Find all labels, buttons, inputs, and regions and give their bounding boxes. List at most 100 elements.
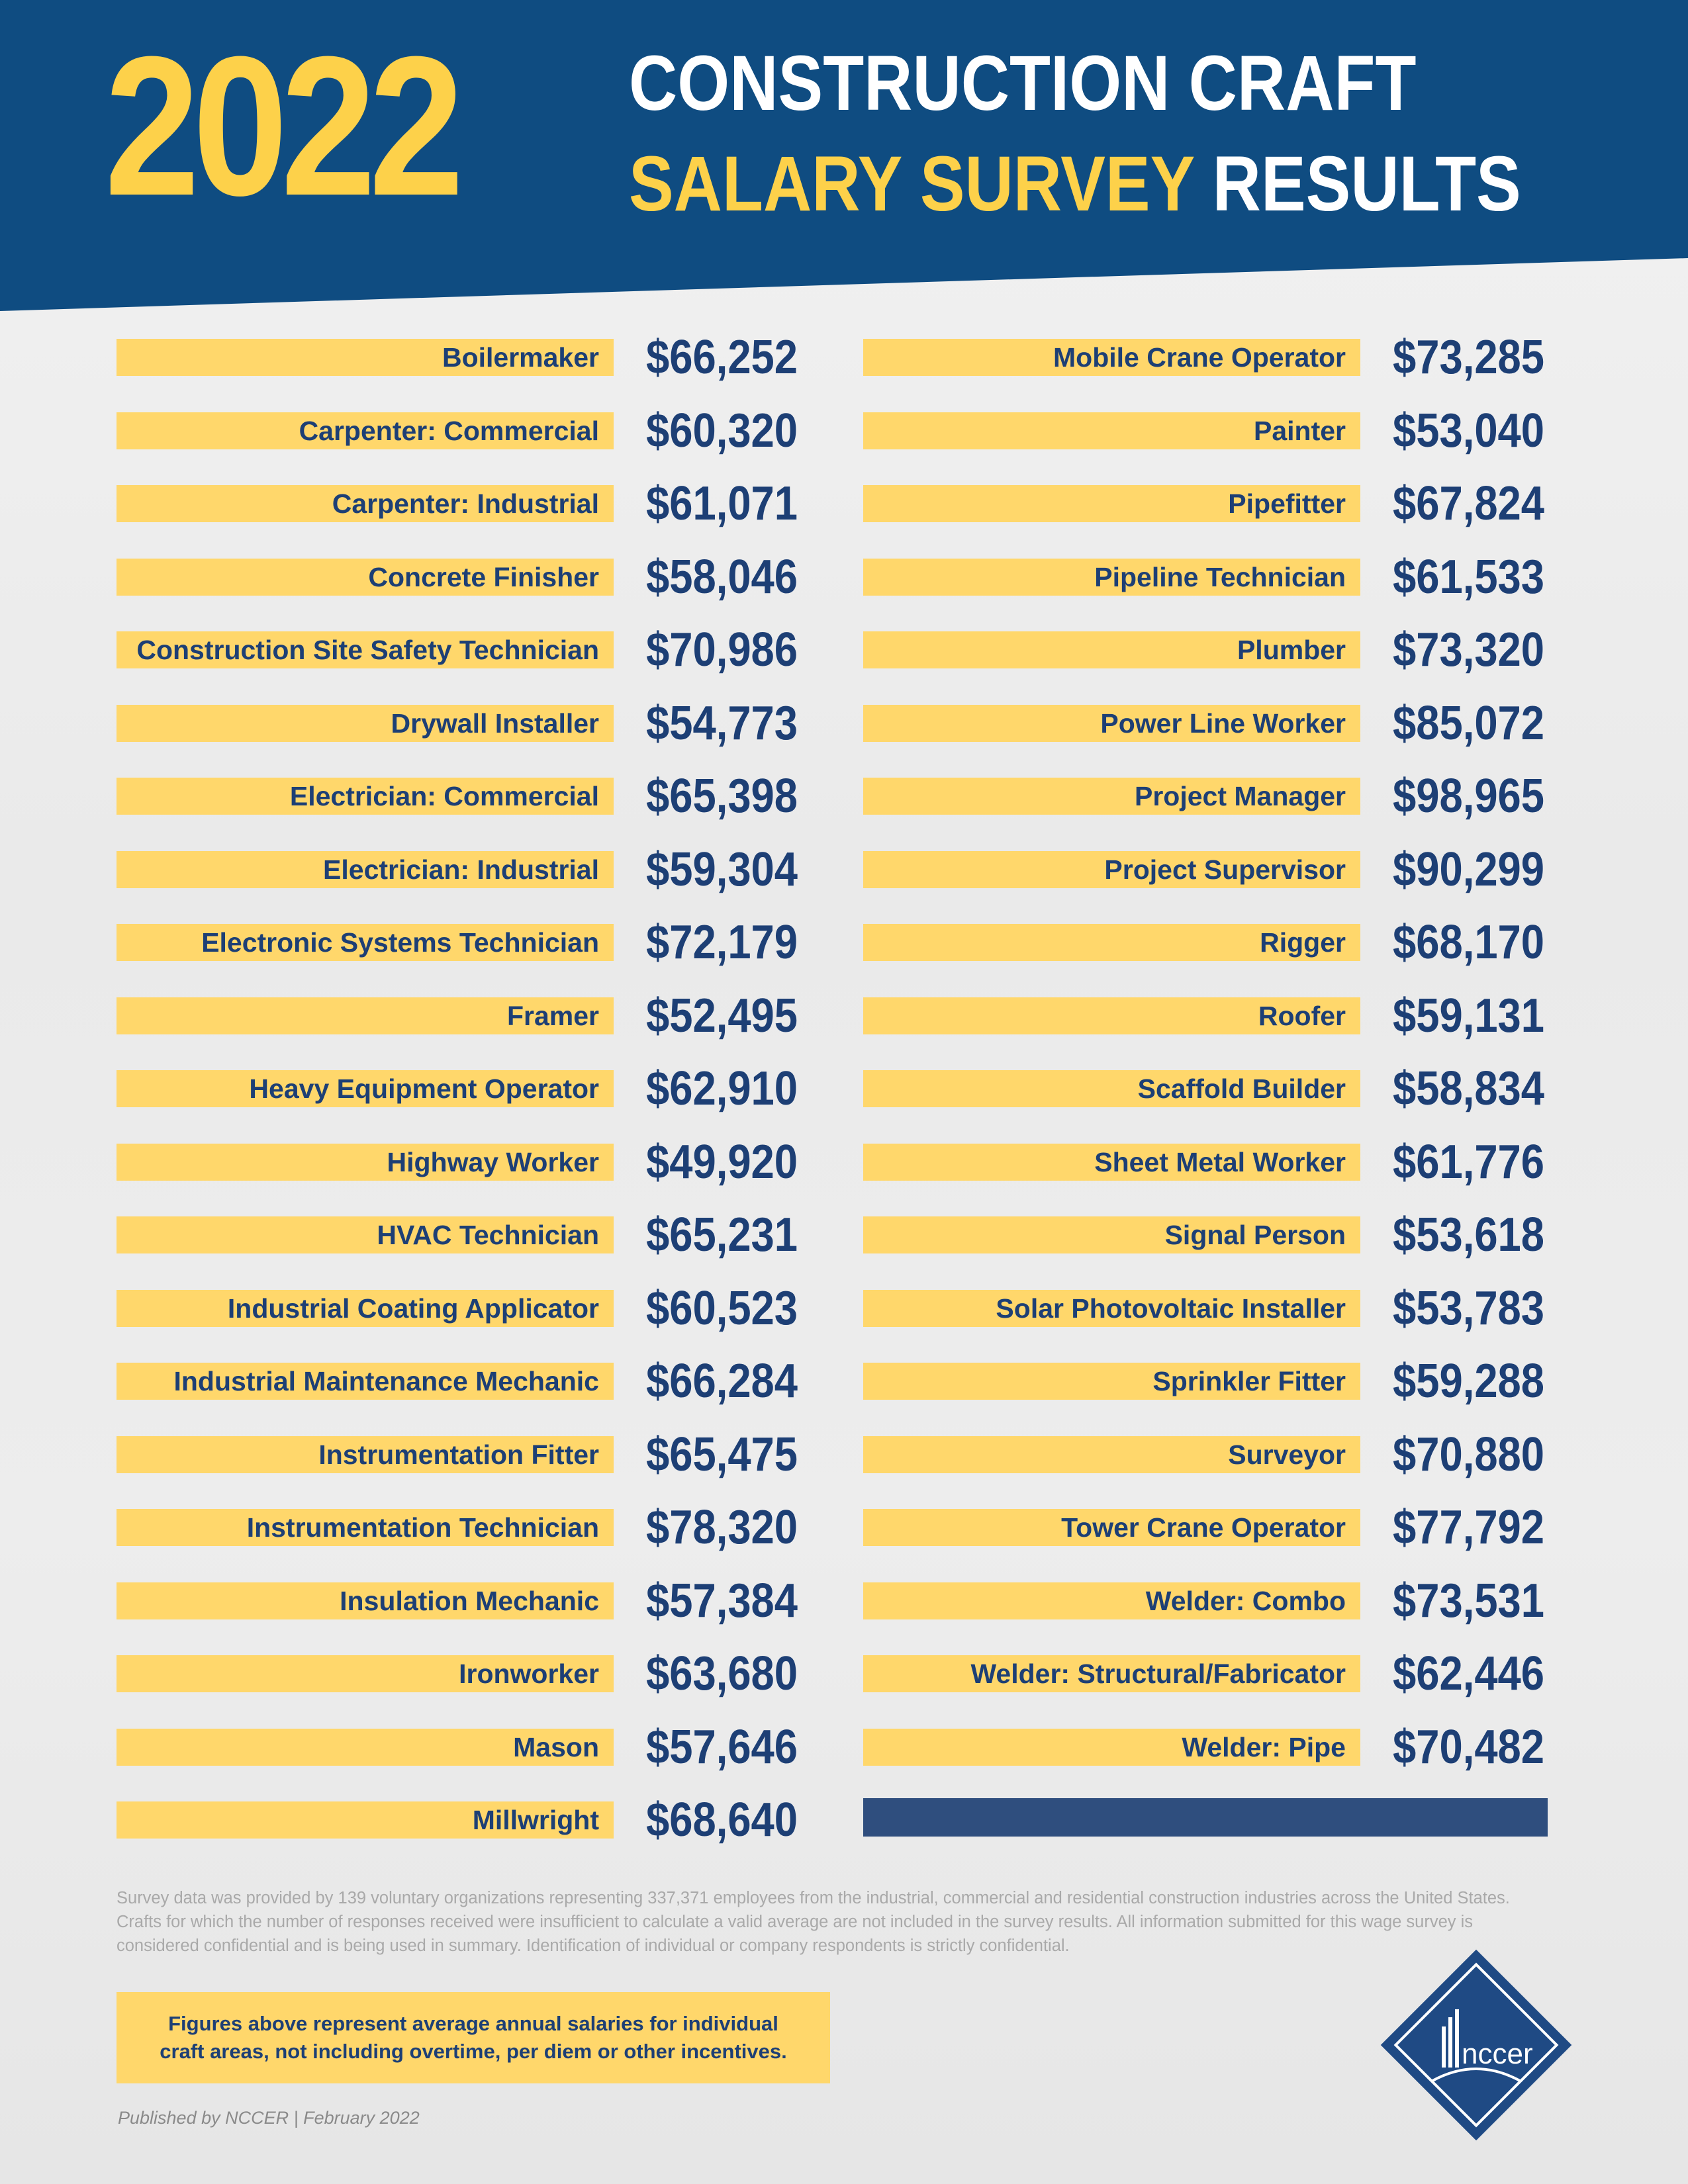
craft-bar: Signal Person xyxy=(863,1216,1360,1253)
craft-salary: $57,646 xyxy=(646,1720,798,1774)
craft-name: Sprinkler Fitter xyxy=(1152,1366,1346,1396)
craft-bar: Electrician: Commercial xyxy=(117,778,614,815)
craft-salary: $65,231 xyxy=(646,1208,798,1261)
craft-name: Welder: Combo xyxy=(1145,1585,1346,1616)
craft-salary: $59,304 xyxy=(646,842,798,896)
craft-name: Tower Crane Operator xyxy=(1061,1512,1346,1543)
survey-disclaimer: Survey data was provided by 139 voluntar… xyxy=(117,1889,1510,1955)
craft-name: Scaffold Builder xyxy=(1137,1073,1346,1104)
craft-salary: $70,482 xyxy=(1393,1720,1545,1774)
craft-salary: $54,773 xyxy=(646,696,798,750)
craft-bar: Sheet Metal Worker xyxy=(863,1143,1360,1181)
craft-salary: $65,475 xyxy=(646,1428,798,1481)
craft-bar: Solar Photovoltaic Installer xyxy=(863,1289,1360,1327)
craft-bar: Electrician: Industrial xyxy=(117,850,614,888)
craft-bar: Heavy Equipment Operator xyxy=(117,1070,614,1107)
craft-salary: $72,179 xyxy=(646,916,798,969)
craft-name: Industrial Coating Applicator xyxy=(227,1293,599,1324)
logo-city-icon xyxy=(1442,2009,1459,2068)
craft-salary: $70,986 xyxy=(646,623,798,676)
craft-name: Rigger xyxy=(1260,927,1346,958)
craft-bar: Drywall Installer xyxy=(117,704,614,742)
craft-bar: Boilermaker xyxy=(117,339,614,376)
craft-name: Pipefitter xyxy=(1228,488,1346,519)
craft-name: Construction Site Safety Technician xyxy=(136,635,599,665)
craft-salary: $78,320 xyxy=(646,1501,798,1554)
craft-bar: Pipeline Technician xyxy=(863,558,1360,596)
craft-name: Carpenter: Industrial xyxy=(332,488,599,519)
craft-bar: Industrial Coating Applicator xyxy=(117,1289,614,1327)
note-text: Figures above represent average annual s… xyxy=(160,2012,787,2063)
craft-name: Painter xyxy=(1254,415,1346,446)
craft-bar: Insulation Mechanic xyxy=(117,1582,614,1619)
craft-name: Insulation Mechanic xyxy=(340,1585,599,1616)
craft-name: Project Supervisor xyxy=(1104,854,1346,885)
craft-salary: $65,398 xyxy=(646,770,798,823)
craft-salary: $73,531 xyxy=(1393,1574,1545,1627)
craft-salary: $59,131 xyxy=(1393,989,1545,1042)
craft-bar: Pipefitter xyxy=(863,485,1360,522)
craft-name: Boilermaker xyxy=(442,342,599,373)
craft-bar: Welder: Structural/Fabricator xyxy=(863,1655,1360,1692)
craft-name: Heavy Equipment Operator xyxy=(249,1073,599,1104)
craft-name: Solar Photovoltaic Installer xyxy=(996,1293,1346,1324)
craft-name: Ironworker xyxy=(459,1659,599,1689)
craft-bar: Scaffold Builder xyxy=(863,1070,1360,1107)
craft-name: Instrumentation Technician xyxy=(246,1512,599,1543)
craft-salary: $98,965 xyxy=(1393,770,1545,823)
craft-salary: $53,040 xyxy=(1393,404,1545,457)
craft-salary: $77,792 xyxy=(1393,1501,1545,1554)
craft-bar: Industrial Maintenance Mechanic xyxy=(117,1363,614,1400)
craft-bar: Instrumentation Fitter xyxy=(117,1435,614,1473)
craft-bar: Power Line Worker xyxy=(863,704,1360,742)
craft-bar: Tower Crane Operator xyxy=(863,1509,1360,1546)
craft-salary: $73,320 xyxy=(1393,623,1545,676)
craft-salary: $68,640 xyxy=(646,1794,798,1846)
craft-salary: $62,446 xyxy=(1393,1647,1545,1700)
craft-salary: $52,495 xyxy=(646,989,798,1042)
empty-bar xyxy=(863,1798,1548,1837)
craft-bar: Project Supervisor xyxy=(863,850,1360,888)
craft-name: Concrete Finisher xyxy=(368,561,599,592)
craft-bar: Construction Site Safety Technician xyxy=(117,631,614,668)
craft-bar: Mason xyxy=(117,1728,614,1766)
craft-salary: $67,824 xyxy=(1393,477,1545,530)
craft-bar: Electronic Systems Technician xyxy=(117,924,614,961)
craft-name: Mobile Crane Operator xyxy=(1053,342,1346,373)
title-rest: RESULTS xyxy=(1194,140,1521,228)
craft-bar: Project Manager xyxy=(863,778,1360,815)
craft-salary: $90,299 xyxy=(1393,842,1545,896)
craft-salary: $61,071 xyxy=(646,477,798,530)
craft-salary: $53,783 xyxy=(1393,1281,1545,1335)
craft-bar: HVAC Technician xyxy=(117,1216,614,1253)
craft-salary: $70,880 xyxy=(1393,1428,1545,1481)
craft-salary: $58,046 xyxy=(646,550,798,604)
craft-bar: Highway Worker xyxy=(117,1143,614,1181)
craft-name: Welder: Structural/Fabricator xyxy=(970,1659,1346,1689)
craft-name: Power Line Worker xyxy=(1100,707,1346,739)
title-line-2: SALARY SURVEY RESULTS xyxy=(629,144,1521,224)
craft-salary: $57,384 xyxy=(646,1574,798,1627)
craft-bar: Plumber xyxy=(863,631,1360,668)
craft-bar: Ironworker xyxy=(117,1655,614,1692)
craft-salary: $58,834 xyxy=(1393,1062,1545,1115)
craft-salary: $59,288 xyxy=(1393,1355,1545,1408)
craft-bar: Mobile Crane Operator xyxy=(863,339,1360,376)
craft-name: Industrial Maintenance Mechanic xyxy=(173,1366,600,1396)
craft-name: Electronic Systems Technician xyxy=(201,927,599,958)
craft-bar: Carpenter: Commercial xyxy=(117,412,614,449)
craft-salary: $66,252 xyxy=(646,331,798,384)
craft-name: Highway Worker xyxy=(387,1146,600,1177)
logo-wordmark: nccer xyxy=(1462,2038,1533,2070)
craft-name: Electrician: Industrial xyxy=(323,854,599,885)
craft-name: Millwright xyxy=(472,1805,599,1835)
craft-name: HVAC Technician xyxy=(377,1220,599,1250)
craft-bar: Rigger xyxy=(863,924,1360,961)
title-line-1: CONSTRUCTION CRAFT xyxy=(629,40,1417,127)
craft-bar: Welder: Combo xyxy=(863,1582,1360,1619)
craft-name: Framer xyxy=(506,1000,599,1031)
craft-bar: Painter xyxy=(863,412,1360,449)
craft-name: Carpenter: Commercial xyxy=(299,415,599,446)
craft-salary: $60,523 xyxy=(646,1281,798,1335)
craft-name: Roofer xyxy=(1258,1000,1346,1031)
